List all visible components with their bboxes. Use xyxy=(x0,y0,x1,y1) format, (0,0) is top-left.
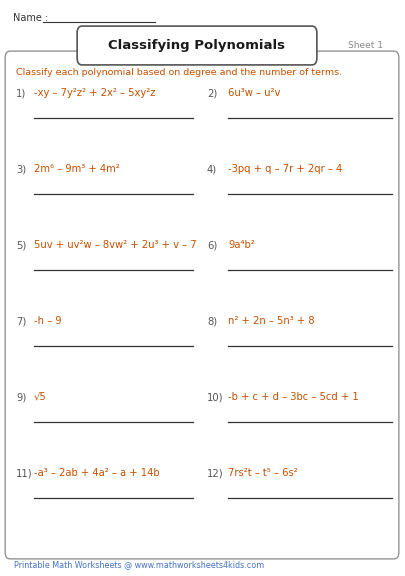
Text: -a³ – 2ab + 4a² – a + 14b: -a³ – 2ab + 4a² – a + 14b xyxy=(34,468,159,478)
Text: 7rs²t – t⁵ – 6s²: 7rs²t – t⁵ – 6s² xyxy=(228,468,297,478)
Text: 10): 10) xyxy=(207,392,223,402)
Text: 8): 8) xyxy=(207,316,217,326)
Text: Name :: Name : xyxy=(13,13,51,23)
Text: -xy – 7y²z² + 2x² – 5xy²z: -xy – 7y²z² + 2x² – 5xy²z xyxy=(34,88,155,98)
FancyBboxPatch shape xyxy=(5,51,398,559)
Text: 9a⁴b²: 9a⁴b² xyxy=(228,240,254,250)
Text: 9): 9) xyxy=(16,392,26,402)
Text: -3pq + q – 7r + 2qr – 4: -3pq + q – 7r + 2qr – 4 xyxy=(228,164,341,174)
FancyBboxPatch shape xyxy=(77,26,316,65)
Text: 5): 5) xyxy=(16,240,26,250)
Text: 11): 11) xyxy=(16,468,32,478)
Text: Printable Math Worksheets @ www.mathworksheets4kids.com: Printable Math Worksheets @ www.mathwork… xyxy=(14,560,264,569)
Text: 12): 12) xyxy=(207,468,223,478)
Text: 3): 3) xyxy=(16,164,26,174)
Text: Classifying Polynomials: Classifying Polynomials xyxy=(108,39,285,52)
Text: 2): 2) xyxy=(207,88,217,98)
Text: 2m⁶ – 9m³ + 4m²: 2m⁶ – 9m³ + 4m² xyxy=(34,164,119,174)
Text: n² + 2n – 5n³ + 8: n² + 2n – 5n³ + 8 xyxy=(228,316,314,326)
Text: -h – 9: -h – 9 xyxy=(34,316,62,326)
Text: -b + c + d – 3bc – 5cd + 1: -b + c + d – 3bc – 5cd + 1 xyxy=(228,392,358,402)
Text: 6): 6) xyxy=(207,240,217,250)
Text: 7): 7) xyxy=(16,316,26,326)
Text: √5: √5 xyxy=(34,392,47,402)
Text: Classify each polynomial based on degree and the number of terms.: Classify each polynomial based on degree… xyxy=(16,68,341,77)
Text: 5uv + uv²w – 8vw² + 2u³ + v – 7: 5uv + uv²w – 8vw² + 2u³ + v – 7 xyxy=(34,240,196,250)
Text: Sheet 1: Sheet 1 xyxy=(347,41,382,51)
Text: 4): 4) xyxy=(207,164,217,174)
Text: 1): 1) xyxy=(16,88,26,98)
Text: 6u³w – u²v: 6u³w – u²v xyxy=(228,88,280,98)
